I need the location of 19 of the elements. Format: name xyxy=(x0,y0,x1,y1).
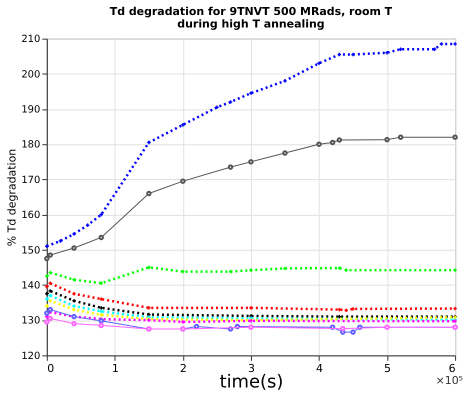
text: ×10⁵ xyxy=(436,374,464,388)
x-tick-label: 5 xyxy=(384,362,392,375)
y-tick-label: 180 xyxy=(21,140,40,151)
y-tick-label: 200 xyxy=(21,69,40,80)
y-tick-label: 130 xyxy=(21,316,40,327)
x-tick-label: 0 xyxy=(47,362,54,375)
y-tick-label: 140 xyxy=(21,280,40,292)
x-tick-label: 2 xyxy=(180,362,187,375)
y-tick-label: 150 xyxy=(21,245,40,256)
y-tick-label: 190 xyxy=(21,104,40,116)
y-axis-title: % Td degradation xyxy=(5,148,18,246)
y-tick-label: 170 xyxy=(21,174,40,186)
y-tick-label: 210 xyxy=(21,34,40,46)
x-tick-label: 4 xyxy=(316,362,324,375)
chart-title: Td degradation for 9TNVT 500 MRads, room T during high T annealing xyxy=(110,4,393,31)
x-tick-label: 1 xyxy=(112,362,119,375)
y-tick-label: 160 xyxy=(21,210,40,222)
y-tick-label: 120 xyxy=(21,350,40,362)
x-tick-label: 6 xyxy=(448,362,456,375)
